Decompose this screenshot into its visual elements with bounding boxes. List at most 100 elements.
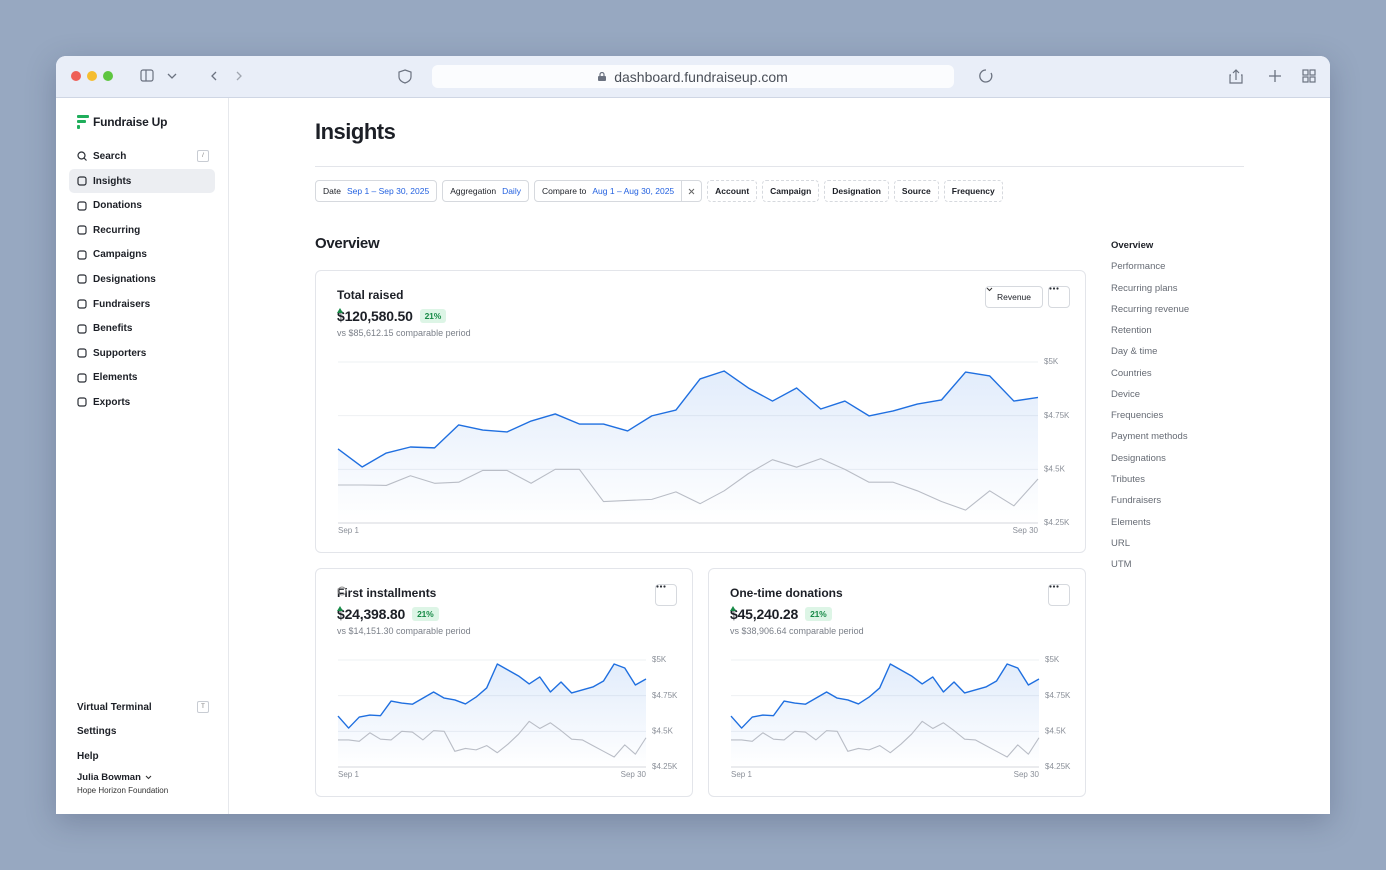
toc-item[interactable]: Overview	[1111, 240, 1154, 251]
close-dot[interactable]	[71, 71, 81, 81]
filter-chip[interactable]: Campaign	[762, 180, 820, 202]
toolbar-controls	[71, 69, 412, 84]
filter-label: Campaign	[770, 186, 812, 196]
y-tick-label: $4.75K	[1045, 691, 1071, 700]
line-comparison	[338, 720, 647, 758]
nav-item[interactable]: Fundraisers	[69, 292, 215, 316]
filter: Aggregation Daily	[442, 180, 529, 202]
icon-shape	[1056, 287, 1059, 290]
nav-item[interactable]: Campaigns	[69, 243, 215, 267]
filter-value: Daily	[502, 186, 521, 196]
search[interactable]: Search /	[69, 144, 215, 168]
card-title-text: Total raised	[337, 288, 404, 302]
nav-label: Supporters	[93, 347, 147, 359]
toc-item[interactable]: Performance	[1111, 261, 1166, 273]
clear-compare[interactable]	[682, 180, 703, 202]
toc-item[interactable]: Countries	[1111, 367, 1152, 379]
toc-item[interactable]: Day & time	[1111, 346, 1158, 358]
toc-item[interactable]: URL	[1111, 537, 1131, 549]
tab-overview-button[interactable]	[1302, 69, 1316, 83]
metric-label: Revenue	[996, 292, 1032, 302]
virtual-terminal[interactable]: Virtual Terminal T	[69, 695, 215, 719]
nav-item[interactable]: Elements	[69, 366, 215, 390]
search-icon	[77, 151, 87, 161]
filter-chip[interactable]: Date Sep 1 – Sep 30, 2025	[315, 180, 438, 202]
toc-item[interactable]: Tributes	[1111, 473, 1145, 485]
nav-label: Benefits	[93, 323, 133, 335]
settings[interactable]: Settings	[69, 719, 215, 743]
more-button[interactable]	[655, 584, 677, 606]
user-menu[interactable]: Julia Bowman	[77, 772, 152, 783]
toc-item[interactable]: Retention	[1111, 325, 1152, 337]
nav-item[interactable]: Donations	[69, 194, 215, 218]
new-tab-button[interactable]	[1269, 70, 1281, 82]
nav-label: Insights	[93, 175, 132, 187]
brand[interactable]: Fundraise Up	[77, 115, 167, 129]
brand-logo	[77, 115, 89, 129]
shortcut: /	[197, 150, 209, 162]
change-value: 21%	[417, 609, 434, 619]
more-button[interactable]	[1048, 286, 1070, 308]
icon-shape	[1049, 287, 1052, 290]
nav-icon	[77, 274, 87, 284]
reload-button[interactable]	[979, 69, 993, 83]
filter-chip[interactable]: Aggregation Daily	[442, 180, 529, 202]
zoom-dot[interactable]	[103, 71, 113, 81]
toc-item[interactable]: Fundraisers	[1111, 495, 1162, 507]
filter-label: Frequency	[951, 186, 995, 196]
comparison: vs $38,906.64 comparable period	[730, 626, 864, 636]
filter-chip[interactable]: Account	[707, 180, 758, 202]
toc-item[interactable]: Designations	[1111, 452, 1166, 464]
icon-shape	[77, 348, 87, 358]
back-button[interactable]	[211, 71, 217, 81]
toc-item[interactable]: Device	[1111, 388, 1141, 400]
icon-shape	[337, 586, 347, 596]
metric-menu[interactable]: Revenue	[985, 286, 1043, 308]
icon-shape	[1052, 287, 1056, 290]
nav-item[interactable]: Supporters	[69, 341, 215, 365]
icon-shape	[77, 151, 86, 160]
toc-item[interactable]: Frequencies	[1111, 410, 1164, 422]
toc-item[interactable]: Recurring plans	[1111, 282, 1178, 294]
y-tick-label: $4.25K	[1045, 762, 1071, 771]
browser-toolbar: dashboard.fundraiseup.com	[56, 56, 1330, 98]
icon-shape	[656, 585, 659, 588]
toc-item[interactable]: Elements	[1111, 516, 1151, 528]
comparison: vs $14,151.30 comparable period	[337, 626, 471, 636]
nav-icon	[77, 176, 87, 186]
filter-chip[interactable]: Compare to Aug 1 – Aug 30, 2025	[533, 180, 683, 202]
minimize-dot[interactable]	[87, 71, 97, 81]
sidebar-toggle[interactable]	[140, 69, 154, 82]
filter-chip[interactable]: Designation	[824, 180, 889, 202]
nav-item[interactable]: Benefits	[69, 317, 215, 341]
nav-label: Help	[77, 750, 99, 762]
nav-label: Donations	[93, 200, 142, 212]
filter-label: Source	[901, 186, 931, 196]
tab-menu[interactable]	[167, 73, 177, 79]
address-bar[interactable]: dashboard.fundraiseup.com	[432, 65, 954, 88]
y-tick-label: $5K	[652, 655, 667, 664]
nav-item[interactable]: Exports	[69, 390, 215, 414]
lock-icon	[598, 72, 607, 81]
change-value: 21%	[424, 311, 442, 321]
toc-item[interactable]: UTM	[1111, 559, 1132, 571]
toc-item[interactable]: Payment methods	[1111, 431, 1188, 443]
nav-icon	[77, 348, 87, 358]
nav-item[interactable]: Insights	[69, 169, 215, 193]
info-icon	[337, 586, 347, 596]
more-button[interactable]	[1048, 584, 1070, 606]
nav-icon	[77, 397, 87, 407]
nav-label: Exports	[93, 396, 131, 408]
icon-shape	[1049, 585, 1052, 588]
nav-icon	[77, 299, 87, 309]
filter-chip[interactable]: Frequency	[943, 180, 1003, 202]
nav-item[interactable]: Recurring	[69, 218, 215, 242]
share-button[interactable]	[1229, 69, 1243, 84]
privacy-shield[interactable]	[398, 69, 412, 84]
toc-item[interactable]: Recurring revenue	[1111, 303, 1190, 315]
filter-chip[interactable]: Source	[893, 180, 939, 202]
forward-button[interactable]	[236, 71, 242, 81]
help[interactable]: Help	[69, 744, 215, 768]
card-title-text: First installments	[337, 586, 437, 600]
nav-item[interactable]: Designations	[69, 267, 215, 291]
